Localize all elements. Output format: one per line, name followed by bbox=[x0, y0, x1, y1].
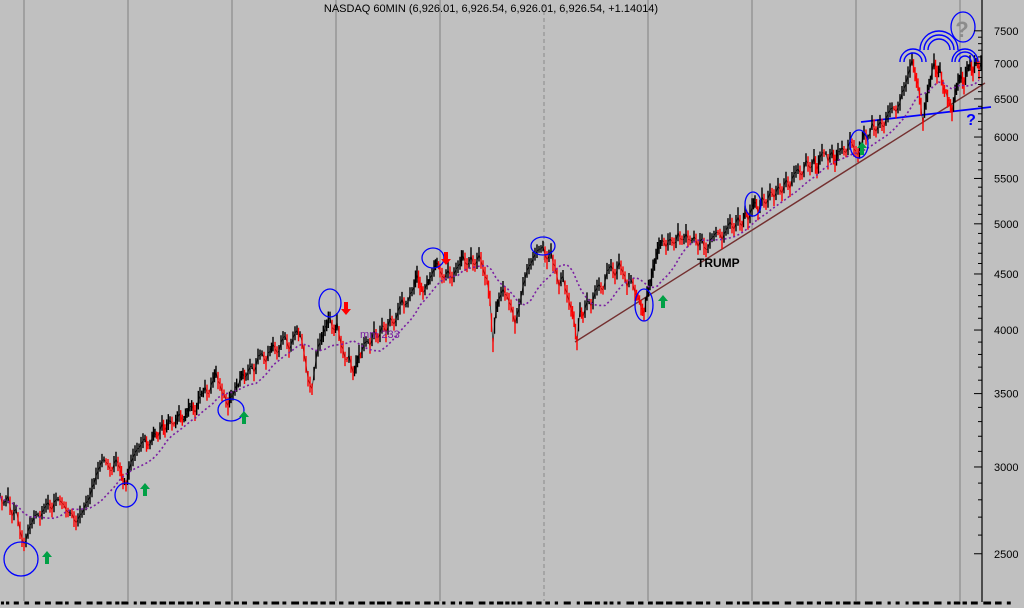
highlight-circle bbox=[634, 288, 654, 322]
price-series bbox=[0, 52, 982, 552]
text-annotations: mm 233 TRUMP?? bbox=[360, 17, 976, 341]
highlight-circle bbox=[3, 541, 39, 577]
arc-annotation bbox=[927, 38, 951, 51]
gridlines bbox=[23, 0, 961, 601]
chart-title: NASDAQ 60MIN (6,926.01, 6,926.54, 6,926.… bbox=[323, 3, 659, 15]
y-axis-label: 7500 bbox=[994, 26, 1018, 38]
price-bars-up bbox=[0, 52, 982, 548]
highlight-circle bbox=[950, 11, 976, 43]
highlight-circle bbox=[530, 236, 556, 256]
question-mark-annotation: ? bbox=[955, 17, 968, 42]
up-arrow-marker bbox=[239, 411, 249, 424]
y-axis-label: 5500 bbox=[994, 173, 1018, 185]
y-axis-label: 3500 bbox=[994, 389, 1018, 401]
circle-annotations bbox=[3, 11, 976, 577]
moving-average bbox=[0, 79, 980, 520]
highlight-circle bbox=[217, 398, 245, 422]
y-axis-label: 6500 bbox=[994, 94, 1018, 106]
annotation-label: mm 233 bbox=[360, 329, 400, 341]
y-axis-label: 4500 bbox=[994, 269, 1018, 281]
uptrend-line-brown bbox=[574, 82, 986, 343]
y-axis-label: 7000 bbox=[994, 59, 1018, 71]
y-axis-label: 6000 bbox=[994, 132, 1018, 144]
annotation-label: TRUMP bbox=[697, 256, 740, 270]
arc-annotations bbox=[899, 30, 979, 63]
question-mark-annotation: ? bbox=[966, 112, 976, 129]
arc-annotation bbox=[903, 52, 923, 63]
y-axis-label: 4000 bbox=[994, 325, 1018, 337]
moving-average-line bbox=[0, 79, 980, 520]
arc-annotation bbox=[958, 55, 972, 63]
highlight-circle bbox=[849, 129, 869, 159]
arc-annotation bbox=[954, 51, 976, 63]
y-axis-label: 5000 bbox=[994, 219, 1018, 231]
y-axis-label: 2500 bbox=[994, 549, 1018, 561]
arc-annotation bbox=[919, 30, 959, 51]
arrow-annotations bbox=[42, 142, 867, 564]
highlight-circle bbox=[114, 482, 138, 508]
highlight-circle bbox=[318, 288, 342, 318]
down-arrow-marker bbox=[341, 302, 351, 315]
highlight-circle bbox=[744, 191, 762, 217]
up-arrow-marker bbox=[140, 483, 150, 496]
arc-annotation bbox=[923, 34, 955, 51]
highlight-circle bbox=[421, 247, 445, 269]
trendlines bbox=[574, 82, 992, 343]
y-axis-label: 3000 bbox=[994, 462, 1018, 474]
price-bars-down bbox=[1, 57, 980, 552]
down-arrow-marker bbox=[441, 252, 451, 265]
arc-annotation bbox=[899, 48, 927, 63]
y-axis: 2500 3000 3500 4000 4500 5000 5500 6000 6500 7000… bbox=[974, 0, 1018, 602]
up-arrow-marker bbox=[42, 551, 52, 564]
up-arrow-marker bbox=[658, 295, 668, 308]
arc-annotation bbox=[951, 48, 979, 63]
up-arrow-marker bbox=[857, 142, 867, 155]
